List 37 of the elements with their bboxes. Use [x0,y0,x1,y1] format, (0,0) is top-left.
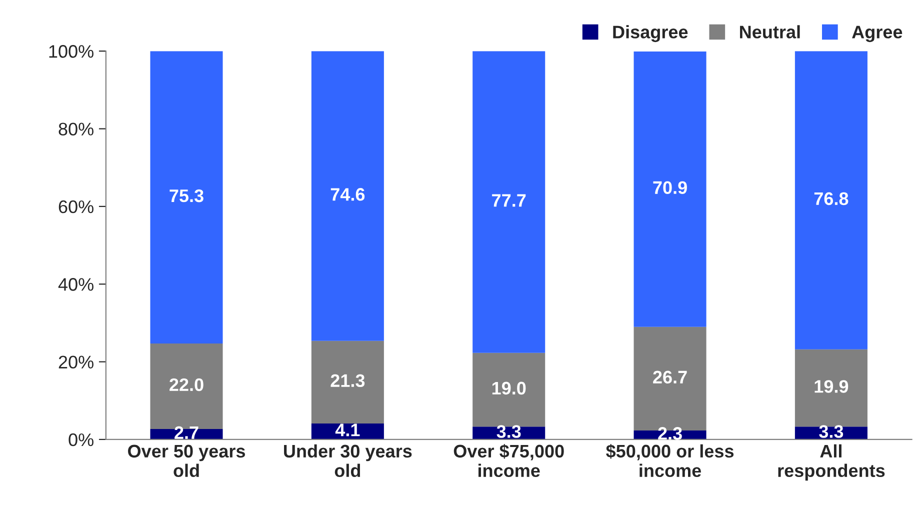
data-label: 70.9 [653,181,687,194]
x-tick-label: Under 30 years old [284,444,412,478]
data-label: 19.0 [492,382,526,395]
data-label: 22.0 [170,378,204,392]
bar [794,51,868,350]
y-tick-label: 0% [68,433,94,446]
bar [150,51,223,344]
data-label: 4.1 [335,424,360,436]
y-tick-label: 100% [49,45,94,58]
data-label: 75.3 [170,189,204,202]
legend-label: Agree [852,26,902,42]
bar [634,51,706,327]
x-tick-label: Over 50 years old [128,444,245,478]
data-label: 74.6 [330,188,365,201]
y-tick-label: 60% [58,200,94,214]
y-tick-label: 80% [58,122,94,136]
data-label: 3.3 [819,425,844,438]
data-label: 76.8 [814,192,848,206]
data-label: 19.9 [814,380,848,393]
x-tick-label: All respondents [778,444,885,481]
data-label: 26.7 [653,370,687,384]
bar [311,340,384,424]
legend-label: Disagree [613,25,688,42]
data-label: 77.7 [492,194,526,207]
bar [311,51,384,341]
data-label: 2.7 [174,426,198,439]
x-tick-label: Over $75,000 income [454,444,564,478]
data-label: 3.3 [496,425,521,438]
data-label: 21.3 [330,374,365,388]
y-tick-label: 20% [58,356,94,369]
bar [472,51,546,353]
x-tick-label: $50,000 or less income [606,444,734,478]
legend-label: Neutral [740,25,800,38]
bar [794,349,868,427]
bar [472,352,546,427]
y-tick-label: 40% [58,278,94,291]
data-label: 2.3 [658,427,682,440]
